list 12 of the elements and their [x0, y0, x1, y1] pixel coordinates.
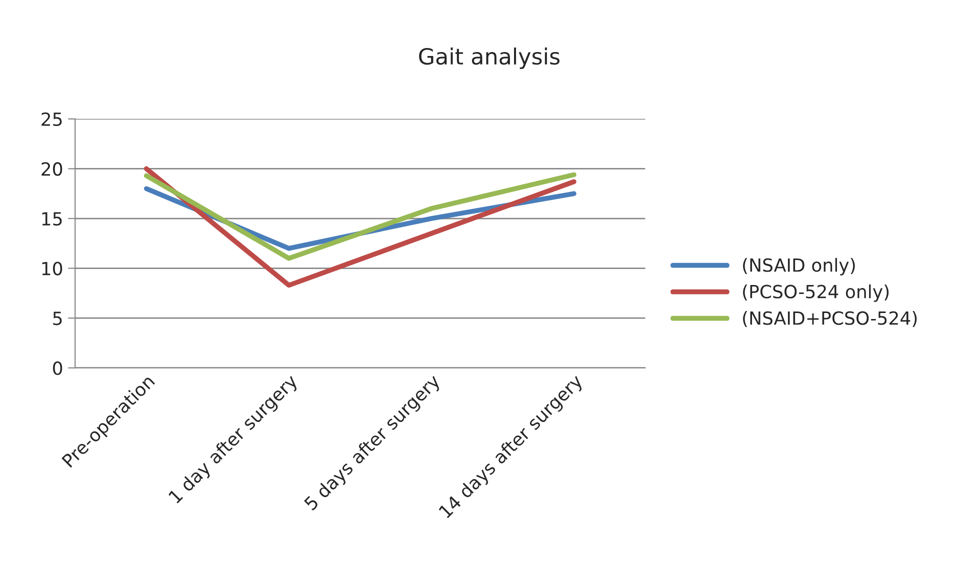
- line-series: [144, 166, 576, 288]
- legend-label: (NSAID only): [743, 258, 855, 276]
- y-tick-label: 5: [53, 312, 62, 326]
- y-tick-label: 15: [42, 212, 62, 226]
- y-tick-label: 0: [53, 361, 62, 375]
- y-tick-label: 20: [42, 162, 62, 176]
- chart-title: Gait analysis: [419, 48, 560, 70]
- legend-label: (NSAID+PCSO-524): [743, 310, 917, 328]
- legend-label: (PCSO-524 only): [743, 284, 889, 302]
- y-tick-label: 10: [42, 262, 62, 276]
- line-series: [144, 172, 576, 261]
- y-tick-label: 25: [42, 112, 62, 126]
